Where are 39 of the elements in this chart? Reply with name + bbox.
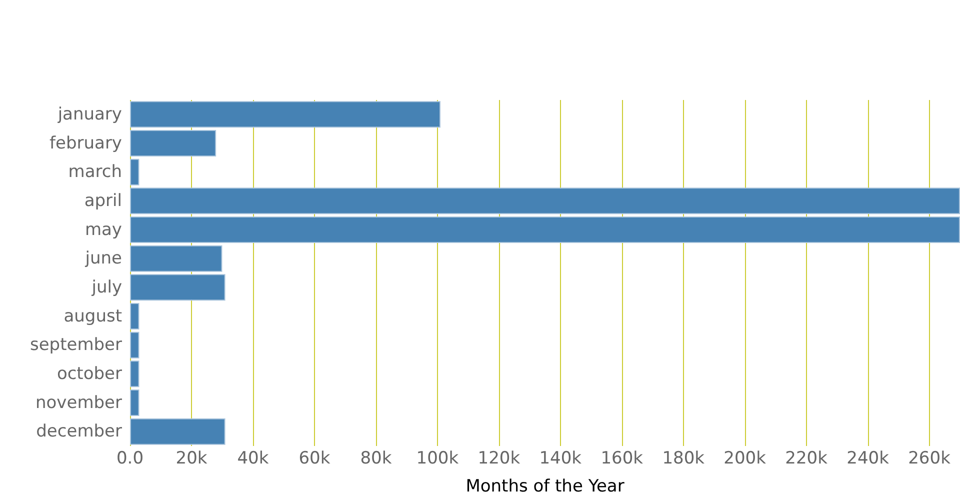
y-tick-label: february <box>50 133 122 154</box>
bar <box>130 158 140 186</box>
bar <box>130 188 960 214</box>
y-tick-label: april <box>84 190 122 211</box>
y-tick-label: december <box>36 422 122 442</box>
x-tick-label: 40k <box>237 448 269 468</box>
x-tick-label: 140k <box>539 448 582 468</box>
bar <box>130 245 222 272</box>
x-tick-label: 160k <box>600 448 644 468</box>
y-tick-label: march <box>68 162 122 182</box>
x-tick-label: 220k <box>785 448 828 468</box>
bar <box>130 302 140 330</box>
y-tick-label: august <box>64 306 122 326</box>
y-tick-label: october <box>56 364 122 384</box>
bar <box>130 274 226 301</box>
y-tick-label: june <box>84 248 122 269</box>
bar <box>130 332 140 358</box>
x-tick-label: 0.0 <box>116 448 144 468</box>
y-tick-label: september <box>30 335 122 356</box>
x-tick-label: 120k <box>478 448 520 468</box>
x-tick-label: 80k <box>360 448 392 468</box>
bar <box>130 216 960 244</box>
x-axis-title: Months of the Year <box>466 476 624 496</box>
bar <box>130 418 226 445</box>
bar <box>130 360 140 388</box>
y-tick-label: july <box>90 277 122 298</box>
x-tick-label: 60k <box>298 448 330 468</box>
y-tick-label: november <box>36 392 122 413</box>
x-tick-label: 260k <box>908 448 951 468</box>
x-tick-label: 180k <box>662 448 705 468</box>
x-tick-label: 200k <box>724 448 766 468</box>
y-tick-label: january <box>56 104 122 124</box>
y-tick-label: may <box>84 220 122 240</box>
x-tick-label: 20k <box>176 448 208 468</box>
bar <box>130 389 140 416</box>
x-tick-label: 100k <box>416 448 459 468</box>
bar <box>130 130 216 157</box>
bar <box>130 101 440 128</box>
x-tick-label: 240k <box>846 448 890 468</box>
